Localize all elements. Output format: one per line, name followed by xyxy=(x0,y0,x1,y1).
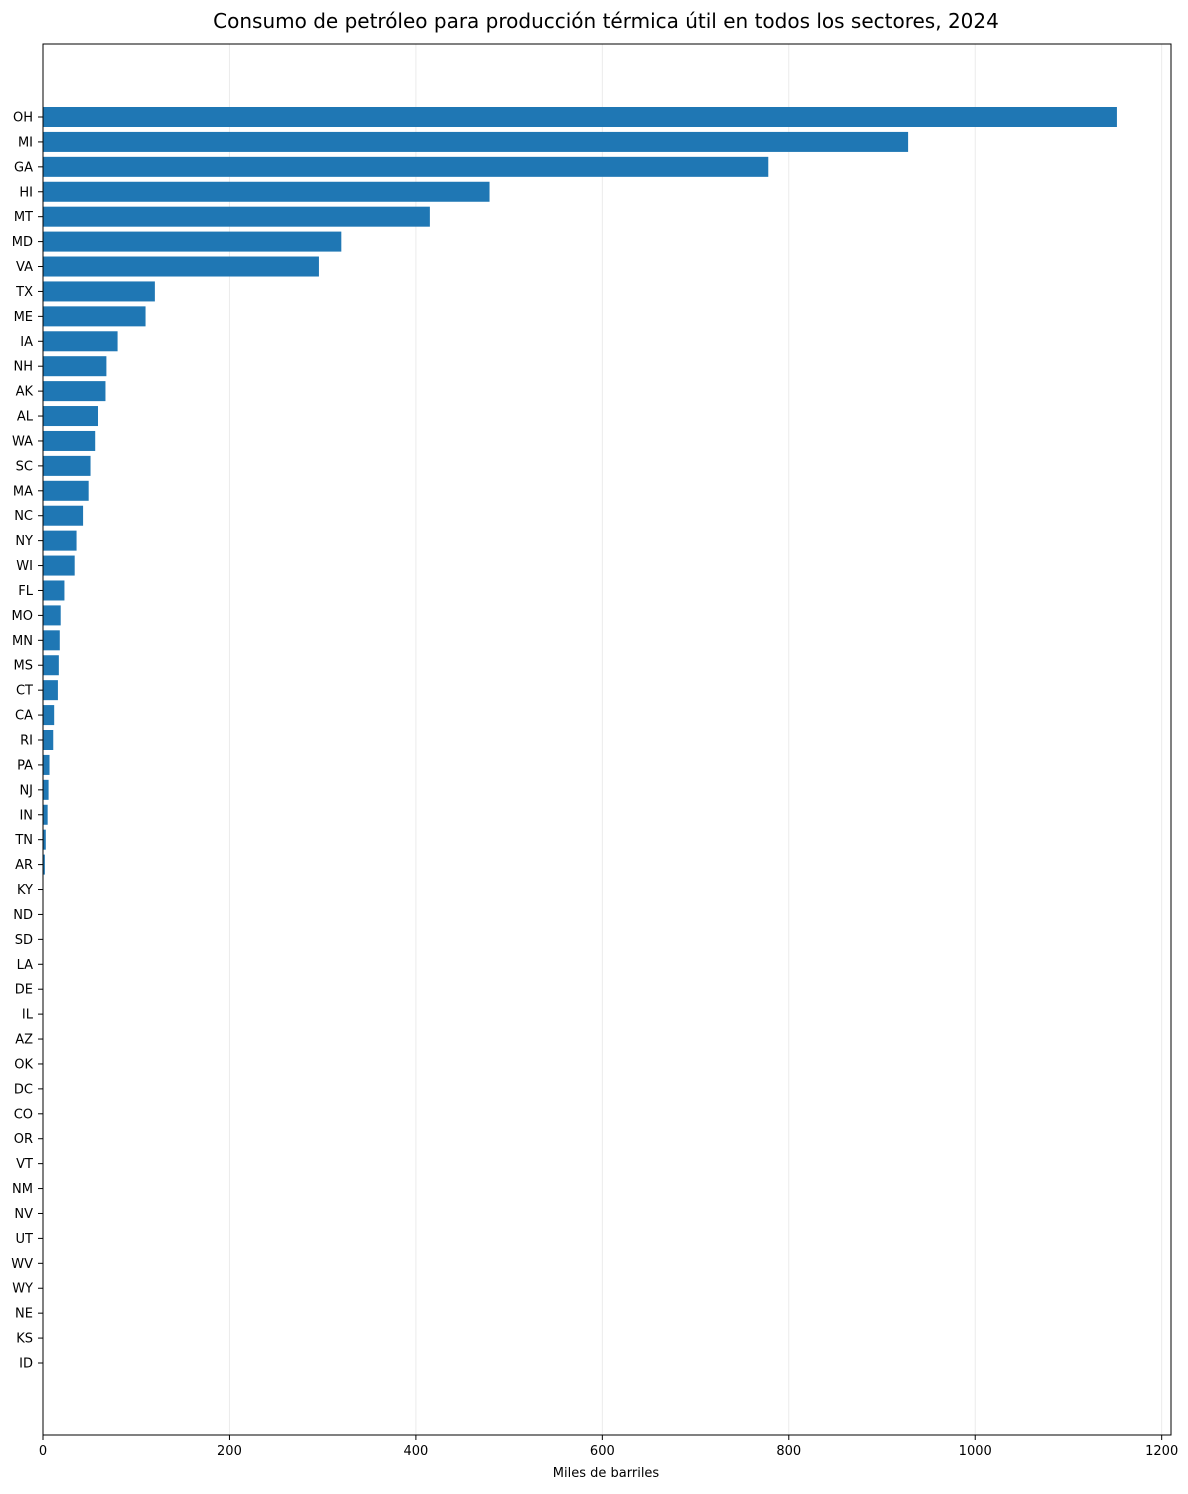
y-tick-label: MA xyxy=(13,484,33,499)
bar-oh xyxy=(43,107,1117,127)
bar-sc xyxy=(43,456,91,476)
y-tick-label: NJ xyxy=(19,783,33,798)
bar-ma xyxy=(43,481,89,501)
bar-al xyxy=(43,406,98,426)
y-tick-label: NY xyxy=(15,534,33,549)
grid-lines xyxy=(43,44,1162,1435)
y-tick-label: TX xyxy=(15,285,33,300)
bar-in xyxy=(43,805,48,825)
bar-nc xyxy=(43,506,83,526)
y-tick-label: CT xyxy=(16,684,33,699)
y-tick-label: MD xyxy=(12,235,33,250)
bar-ak xyxy=(43,381,105,401)
bar-nj xyxy=(43,780,49,800)
y-tick-label: SC xyxy=(16,459,33,474)
x-tick-label: 800 xyxy=(776,1444,801,1459)
y-tick-label: VT xyxy=(16,1157,33,1172)
y-tick-label: LA xyxy=(17,958,34,973)
y-tick-label: SD xyxy=(15,933,33,948)
y-tick-label: WA xyxy=(12,434,33,449)
y-tick-label: AL xyxy=(17,410,34,425)
chart-title: Consumo de petróleo para producción térm… xyxy=(213,9,999,33)
y-tick-label: FL xyxy=(18,584,33,599)
y-tick-label: MS xyxy=(14,659,33,674)
y-tick-label: NH xyxy=(14,360,34,375)
y-tick-label: MI xyxy=(18,135,33,150)
y-tick-label: IL xyxy=(22,1008,34,1023)
y-tick-label: AK xyxy=(16,385,34,400)
y-tick-label: MT xyxy=(14,210,33,225)
y-tick-label: AR xyxy=(15,858,33,873)
plot-frame xyxy=(43,44,1171,1435)
bar-ri xyxy=(43,730,53,750)
bar-wa xyxy=(43,431,95,451)
x-tick-label: 1000 xyxy=(959,1444,992,1459)
y-tick-label: ND xyxy=(13,908,33,923)
y-tick-label: TN xyxy=(14,833,33,848)
y-tick-label: WY xyxy=(12,1282,33,1297)
bar-wi xyxy=(43,556,75,576)
y-tick-label: NV xyxy=(14,1207,33,1222)
y-tick-label: PA xyxy=(17,758,33,773)
y-tick-label: OK xyxy=(14,1057,33,1072)
bar-pa xyxy=(43,755,50,775)
bar-ga xyxy=(43,157,768,177)
bar-ct xyxy=(43,680,58,700)
y-tick-label: MO xyxy=(12,609,33,624)
y-tick-label: CO xyxy=(14,1107,33,1122)
x-tick-label: 400 xyxy=(403,1444,428,1459)
y-tick-label: MN xyxy=(12,634,33,649)
y-tick-label: UT xyxy=(16,1232,34,1247)
x-tick-label: 1200 xyxy=(1145,1444,1178,1459)
y-tick-label: IA xyxy=(20,335,33,350)
y-tick-label: DE xyxy=(15,983,33,998)
y-tick-label: DC xyxy=(14,1082,33,1097)
y-tick-label: OR xyxy=(14,1132,33,1147)
y-tick-label: ID xyxy=(19,1357,33,1372)
bar-md xyxy=(43,232,341,252)
bar-mt xyxy=(43,207,430,227)
bar-mn xyxy=(43,630,60,650)
x-tick-label: 600 xyxy=(590,1444,615,1459)
bar-tx xyxy=(43,281,155,301)
bar-nh xyxy=(43,356,106,376)
bar-ms xyxy=(43,655,59,675)
bar-mo xyxy=(43,605,61,625)
y-tick-label: HI xyxy=(19,185,33,200)
bar-me xyxy=(43,306,146,326)
y-tick-label: VA xyxy=(16,260,33,275)
x-tick-label: 200 xyxy=(217,1444,242,1459)
y-tick-label: RI xyxy=(20,734,33,749)
y-tick-label: ME xyxy=(14,310,33,325)
y-tick-label: CA xyxy=(15,709,33,724)
y-tick-label: KY xyxy=(17,883,33,898)
x-axis-label: Miles de barriles xyxy=(553,1466,660,1481)
y-tick-label: IN xyxy=(19,808,33,823)
bar-mi xyxy=(43,132,908,152)
y-tick-label: GA xyxy=(14,160,33,175)
bar-fl xyxy=(43,580,64,600)
x-axis-ticks: 0 200 400 600 800 1000 1200 xyxy=(39,1435,1178,1459)
bar-hi xyxy=(43,182,490,202)
bar-ia xyxy=(43,331,118,351)
y-tick-label: OH xyxy=(13,111,33,126)
y-tick-label: NE xyxy=(15,1307,33,1322)
y-axis-ticks: OH MI GA HI MT MD VA TX ME IA NH AK AL WA SC MA NC NY WI FL… xyxy=(11,111,43,1372)
bar-ny xyxy=(43,531,77,551)
y-tick-label: KS xyxy=(16,1332,33,1347)
y-tick-label: NC xyxy=(14,509,33,524)
bar-ca xyxy=(43,705,54,725)
y-tick-label: AZ xyxy=(15,1033,33,1048)
y-tick-label: NM xyxy=(12,1182,33,1197)
bar-va xyxy=(43,257,319,277)
x-tick-label: 0 xyxy=(39,1444,47,1459)
y-tick-label: WI xyxy=(16,559,33,574)
y-tick-label: WV xyxy=(11,1257,33,1272)
bars xyxy=(43,107,1117,1248)
